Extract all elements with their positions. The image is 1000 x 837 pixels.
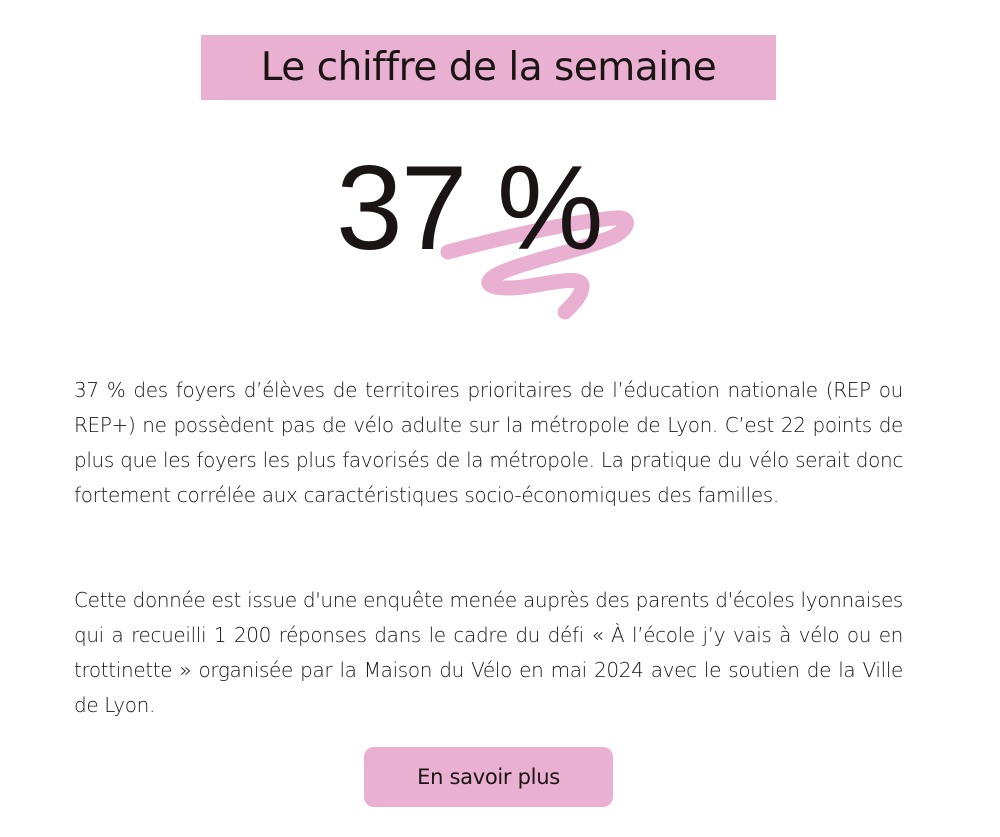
title-banner: Le chiffre de la semaine: [201, 35, 776, 100]
learn-more-button[interactable]: En savoir plus: [364, 747, 613, 807]
description-paragraph: 37 % des foyers d’élèves de territoires …: [74, 378, 903, 507]
highlight-value: 37 %: [336, 141, 604, 275]
page-title: Le chiffre de la semaine: [260, 45, 717, 90]
pink-scribble-icon: [440, 210, 634, 320]
source-paragraph: Cette donnée est issue d'une enquête men…: [74, 588, 903, 717]
highlight-figure: 37 %: [320, 140, 660, 330]
